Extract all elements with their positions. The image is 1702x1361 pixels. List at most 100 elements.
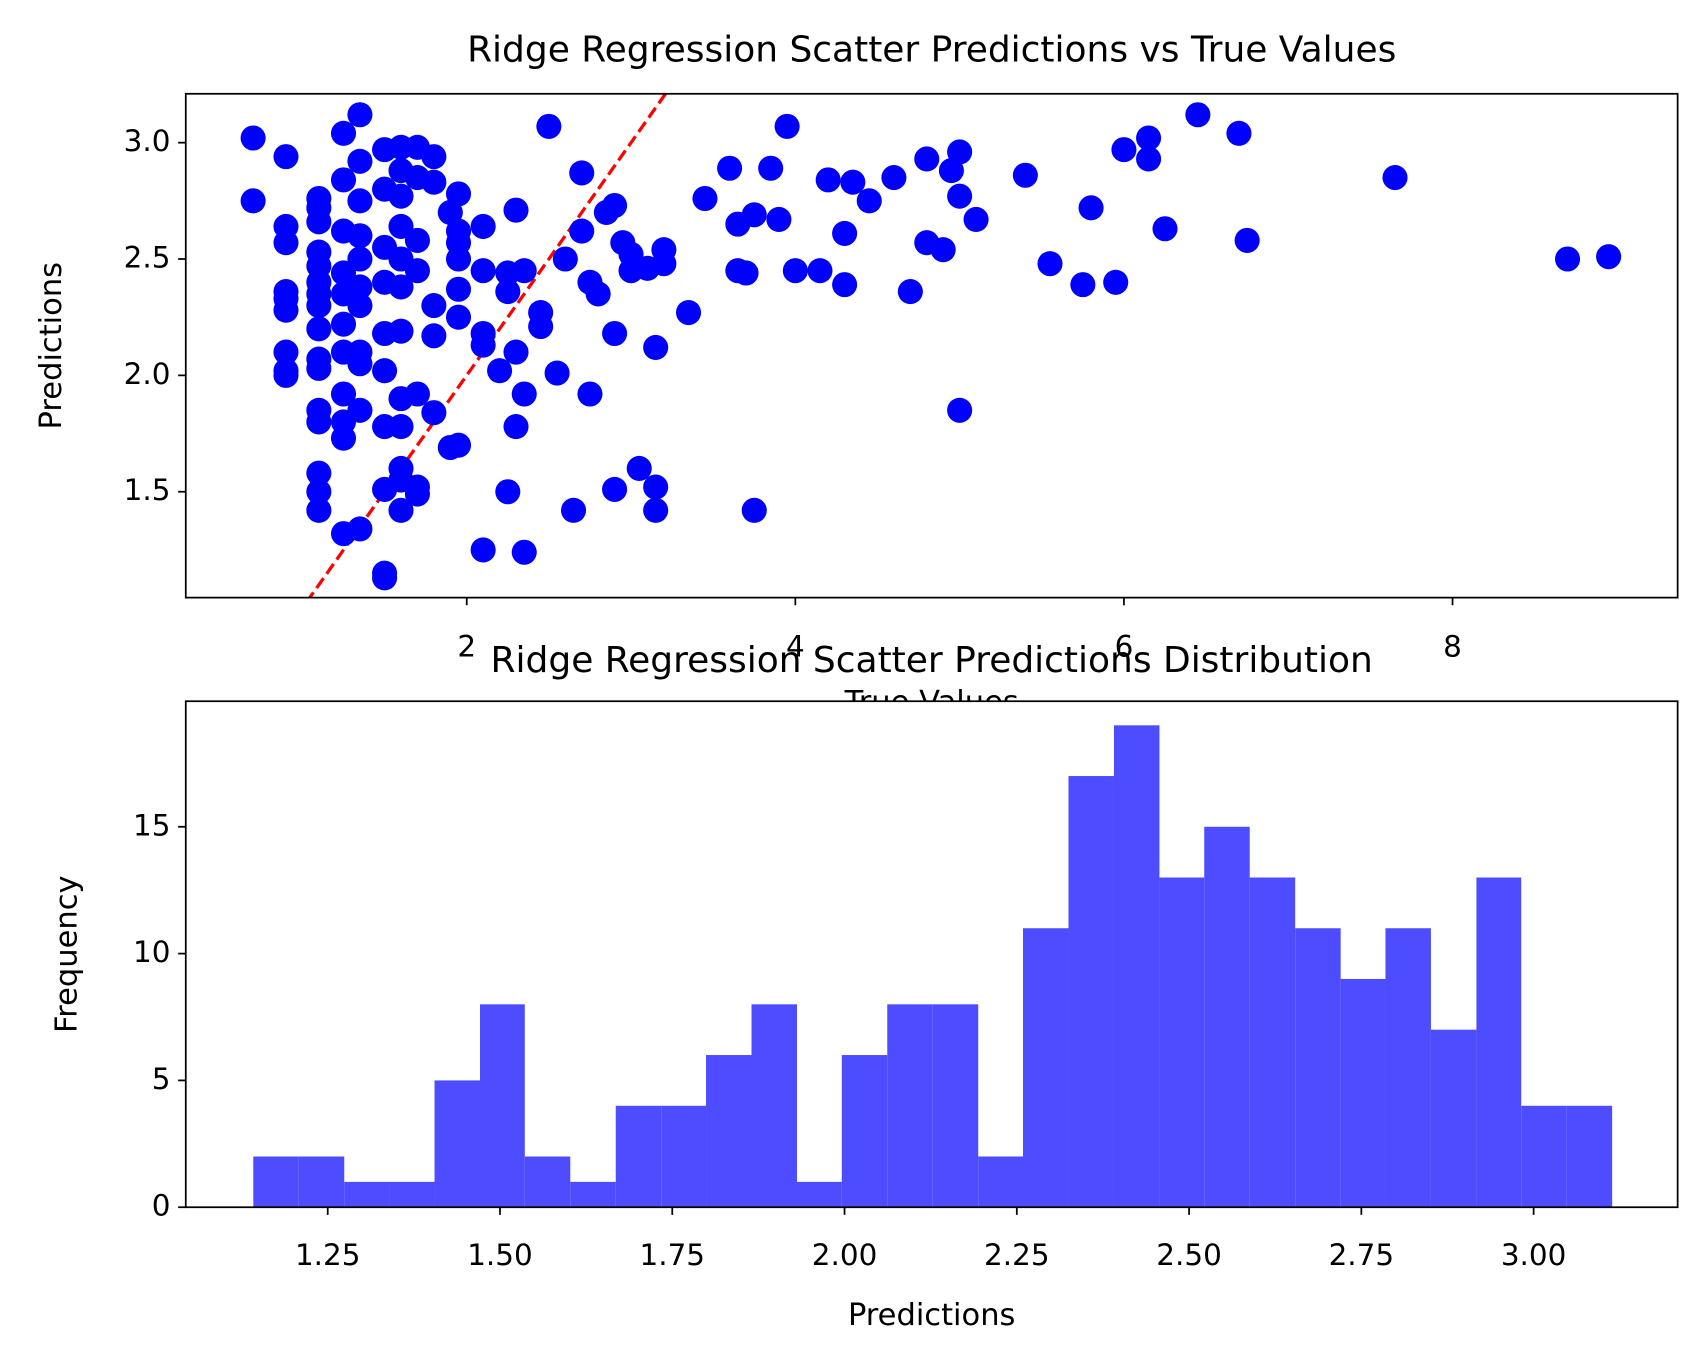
scatter-point — [495, 479, 521, 505]
scatter-point — [807, 258, 833, 284]
histogram-bar — [1023, 928, 1069, 1208]
scatter-point — [577, 381, 603, 407]
scatter-point — [330, 381, 357, 407]
histogram-bar — [1566, 1105, 1613, 1208]
scatter-point — [306, 460, 332, 486]
scatter-point — [388, 274, 414, 300]
scatter-point — [347, 148, 373, 174]
scatter-point — [273, 362, 299, 388]
x-tick-label: 2 — [457, 629, 476, 663]
y-axis-label: Predictions — [34, 262, 69, 430]
scatter-point — [1226, 120, 1252, 146]
scatter-point — [1185, 102, 1211, 128]
scatter-point — [487, 358, 513, 384]
scatter-point — [717, 155, 743, 181]
scatter-point — [273, 144, 299, 170]
scatter-point — [1152, 216, 1178, 242]
scatter-point — [495, 279, 521, 305]
scatter-point — [404, 258, 430, 284]
scatter-point — [1111, 137, 1137, 163]
histogram-bar — [1430, 1029, 1477, 1208]
histogram-bar — [932, 1004, 979, 1208]
scatter-point — [347, 293, 373, 319]
histogram-bar — [1159, 877, 1205, 1208]
chart-title: Ridge Regression Scatter Predictions Dis… — [491, 640, 1373, 681]
histogram-bar — [796, 1181, 842, 1208]
scatter-point — [914, 146, 940, 172]
histogram-bar — [1249, 877, 1296, 1208]
y-tick-label: 3.0 — [124, 124, 171, 158]
scatter-point — [240, 188, 266, 214]
scatter-point — [421, 400, 447, 426]
scatter-point — [388, 414, 414, 440]
scatter-point — [470, 258, 496, 284]
scatter-point — [306, 479, 332, 505]
scatter-point — [832, 220, 858, 246]
scatter-point — [273, 339, 299, 365]
scatter-point — [536, 113, 562, 139]
histogram-bar — [298, 1156, 345, 1208]
scatter-point — [347, 351, 373, 377]
x-tick-label: 2.75 — [1329, 1238, 1395, 1272]
scatter-point — [1103, 269, 1129, 295]
histogram-bar — [344, 1181, 390, 1208]
scatter-point — [602, 476, 628, 502]
histogram-bar — [615, 1105, 662, 1208]
scatter-point — [372, 565, 398, 591]
scatter-point — [897, 279, 923, 305]
scatter-point — [1382, 165, 1408, 191]
scatter-point — [602, 192, 628, 219]
histogram-bar — [480, 1004, 525, 1208]
y-tick-label: 15 — [133, 808, 170, 842]
scatter-point — [1136, 125, 1162, 151]
scatter-point — [388, 497, 414, 523]
scatter-point — [330, 425, 357, 451]
scatter-point — [445, 276, 472, 302]
scatter-point — [445, 304, 472, 330]
y-tick-label: 5 — [152, 1062, 171, 1096]
histogram-bar — [706, 1055, 752, 1208]
x-tick-label: 1.75 — [639, 1238, 705, 1272]
y-tick-label: 1.5 — [124, 473, 171, 507]
scatter-point — [569, 160, 595, 186]
scatter-point — [626, 455, 652, 482]
scatter-point — [306, 355, 332, 381]
scatter-point — [675, 299, 702, 326]
scatter-point — [511, 539, 537, 565]
scatter-point — [306, 293, 332, 319]
scatter-point — [930, 237, 956, 263]
scatter-point — [404, 227, 430, 253]
scatter-point — [585, 281, 611, 307]
y-tick-label: 2.5 — [124, 241, 171, 275]
histogram-bar — [253, 1156, 299, 1208]
scatter-point — [330, 311, 357, 337]
histogram-bar — [661, 1105, 707, 1208]
scatter-point — [643, 474, 669, 500]
scatter-point — [421, 169, 447, 195]
scatter-point — [856, 188, 882, 214]
scatter-point — [947, 183, 973, 209]
scatter-point — [560, 497, 587, 523]
histogram-bar — [1204, 826, 1250, 1208]
scatter-point — [470, 332, 496, 358]
scatter-point — [544, 360, 570, 386]
scatter-point — [1078, 195, 1104, 221]
scatter-point — [421, 293, 447, 319]
scatter-point — [240, 125, 266, 151]
x-tick-label: 1.25 — [295, 1238, 361, 1272]
x-tick-label: 3.00 — [1501, 1238, 1567, 1272]
scatter-point — [388, 213, 414, 239]
chart-title: Ridge Regression Scatter Predictions vs … — [467, 29, 1396, 70]
scatter-point — [569, 218, 595, 244]
scatter-point — [1070, 272, 1096, 298]
y-tick-label: 0 — [152, 1189, 171, 1223]
histogram-bar — [1068, 776, 1114, 1208]
scatter-point — [832, 272, 858, 298]
scatter-point — [388, 183, 414, 209]
scatter-point — [741, 202, 767, 228]
histogram-bar — [1385, 928, 1431, 1208]
scatter-point — [947, 139, 973, 165]
histogram-bar — [389, 1181, 435, 1208]
histogram-bar — [841, 1055, 888, 1208]
